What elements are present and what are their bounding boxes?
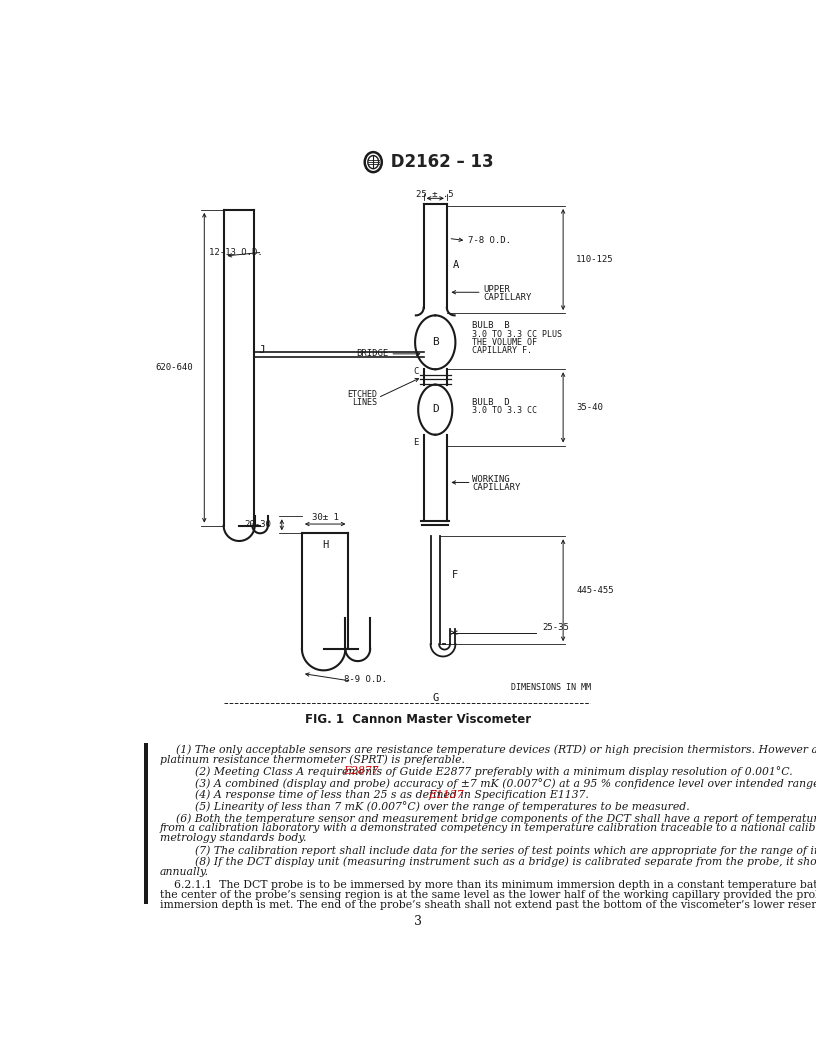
Text: WORKING: WORKING — [472, 475, 510, 484]
Text: (1) The only acceptable sensors are resistance temperature devices (RTD) or high: (1) The only acceptable sensors are resi… — [175, 744, 816, 755]
Text: DIMENSIONS IN MM: DIMENSIONS IN MM — [511, 683, 592, 692]
Text: E1137: E1137 — [428, 790, 463, 799]
Text: (7) The calibration report shall include data for the series of test points whic: (7) The calibration report shall include… — [195, 845, 816, 855]
Text: BULB  D: BULB D — [472, 398, 510, 407]
Text: (5) Linearity of less than 7 mK (0.007°C) over the range of temperatures to be m: (5) Linearity of less than 7 mK (0.007°C… — [195, 802, 690, 812]
Text: (3) A combined (display and probe) accuracy of ±7 mK (0.007°C) at a 95 % confide: (3) A combined (display and probe) accur… — [195, 778, 816, 789]
Text: BRIDGE: BRIDGE — [357, 350, 388, 358]
Text: annually.: annually. — [160, 867, 209, 876]
Text: CAPILLARY: CAPILLARY — [472, 483, 521, 492]
Text: metrology standards body.: metrology standards body. — [160, 833, 307, 844]
Text: 25-35: 25-35 — [542, 623, 569, 631]
Text: LINES: LINES — [353, 398, 377, 407]
Text: 6.2.1.1  The DCT probe is to be immersed by more than its minimum immersion dept: 6.2.1.1 The DCT probe is to be immersed … — [160, 880, 816, 890]
Text: D: D — [432, 404, 439, 414]
Text: (2) Meeting Class A requirements of Guide E2877 preferably with a minimum displa: (2) Meeting Class A requirements of Guid… — [195, 767, 793, 777]
Text: THE VOLUME OF: THE VOLUME OF — [472, 338, 538, 346]
Text: B: B — [432, 337, 439, 347]
Text: 3.0 TO 3.3 CC: 3.0 TO 3.3 CC — [472, 407, 538, 415]
Text: F: F — [452, 570, 459, 580]
Text: BULB  B: BULB B — [472, 321, 510, 329]
Text: ETCHED: ETCHED — [347, 390, 377, 399]
Text: E: E — [414, 438, 419, 447]
Text: 25 ± .5: 25 ± .5 — [416, 190, 454, 199]
Text: CAPILLARY F.: CAPILLARY F. — [472, 345, 533, 355]
Text: 3.0 TO 3.3 CC PLUS: 3.0 TO 3.3 CC PLUS — [472, 331, 562, 339]
Text: 30± 1: 30± 1 — [312, 513, 339, 523]
Text: 20-30: 20-30 — [244, 521, 271, 529]
Text: H: H — [322, 540, 328, 550]
Text: CAPILLARY: CAPILLARY — [483, 294, 532, 302]
Text: J: J — [259, 345, 265, 355]
Text: (6) Both the temperature sensor and measurement bridge components of the DCT sha: (6) Both the temperature sensor and meas… — [175, 813, 816, 824]
Text: C: C — [414, 367, 419, 376]
Text: 110-125: 110-125 — [576, 254, 614, 264]
Text: 3: 3 — [415, 914, 422, 928]
Text: A: A — [453, 261, 459, 270]
Text: (8) If the DCT display unit (measuring instrument such as a bridge) is calibrate: (8) If the DCT display unit (measuring i… — [195, 856, 816, 867]
Text: G: G — [432, 693, 438, 703]
Text: from a calibration laboratory with a demonstrated competency in temperature cali: from a calibration laboratory with a dem… — [160, 823, 816, 833]
Text: (4) A response time of less than 25 s as defined in Specification E1137.: (4) A response time of less than 25 s as… — [195, 790, 589, 800]
Bar — [144, 742, 148, 904]
Text: 35-40: 35-40 — [576, 403, 603, 412]
Text: 12-13 O.D.: 12-13 O.D. — [209, 248, 263, 257]
Text: platinum resistance thermometer (SPRT) is preferable.: platinum resistance thermometer (SPRT) i… — [160, 754, 465, 765]
Text: 445-455: 445-455 — [576, 586, 614, 595]
Text: immersion depth is met. The end of the probe’s sheath shall not extend past the : immersion depth is met. The end of the p… — [160, 901, 816, 910]
Text: D2162 – 13: D2162 – 13 — [385, 153, 494, 171]
Text: E2877: E2877 — [343, 767, 379, 776]
Text: 620-640: 620-640 — [156, 363, 193, 372]
Text: FIG. 1  Cannon Master Viscometer: FIG. 1 Cannon Master Viscometer — [305, 714, 531, 727]
Text: the center of the probe’s sensing region is at the same level as the lower half : the center of the probe’s sensing region… — [160, 890, 816, 901]
Text: UPPER: UPPER — [483, 285, 510, 295]
Text: 8-9 O.D.: 8-9 O.D. — [344, 675, 387, 684]
Text: 7-8 O.D.: 7-8 O.D. — [468, 237, 511, 245]
